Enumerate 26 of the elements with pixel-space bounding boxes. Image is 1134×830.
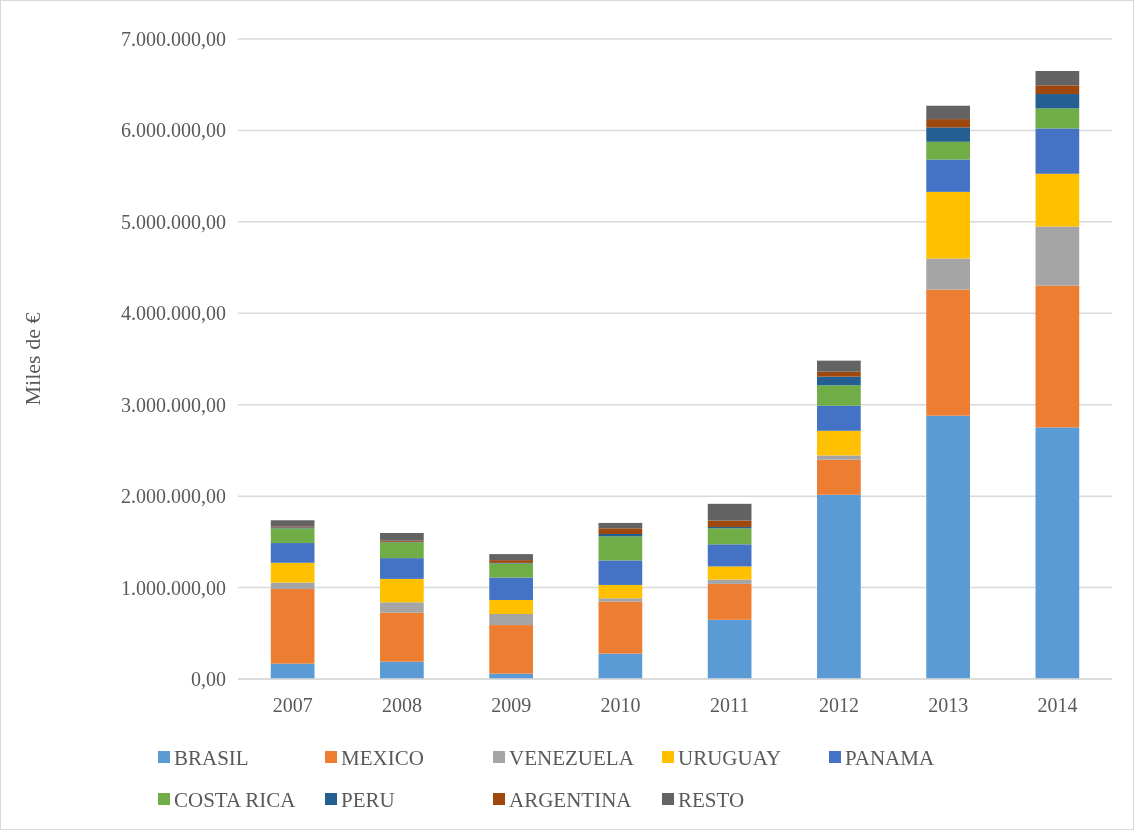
y-tick-label: 1.000.000,00 (121, 576, 226, 599)
y-tick-label: 5.000.000,00 (121, 210, 226, 233)
y-tick-label: 0,00 (191, 668, 226, 690)
x-tick-label: 2014 (1037, 694, 1078, 716)
y-tick-label: 2.000.000,00 (121, 485, 226, 508)
x-tick-label: 2008 (381, 694, 422, 716)
x-tick-label: 2012 (818, 694, 859, 716)
y-axis-title: Miles de € (20, 312, 45, 406)
legend-label: PERU (341, 788, 395, 813)
y-tick-label: 6.000.000,00 (121, 119, 226, 142)
legend-label: VENEZUELA (509, 746, 635, 771)
x-tick-label: 2010 (600, 694, 641, 716)
legend-label: COSTA RICA (174, 788, 297, 813)
y-tick-label: 3.000.000,00 (121, 393, 226, 416)
legend-label: ARGENTINA (509, 788, 633, 813)
legend-label: MEXICO (341, 746, 424, 771)
y-tick-label: 4.000.000,00 (121, 302, 226, 325)
legend-label: URUGUAY (678, 746, 782, 771)
y-tick-label: 7.000.000,00 (121, 28, 226, 50)
x-tick-label: 2013 (928, 694, 969, 716)
legend-label: PANAMA (845, 746, 935, 771)
legend-label: BRASIL (174, 746, 249, 771)
x-tick-label: 2011 (709, 694, 750, 716)
x-tick-label: 2009 (491, 694, 532, 716)
x-tick-label: 2007 (272, 694, 313, 716)
legend-label: RESTO (678, 788, 745, 813)
